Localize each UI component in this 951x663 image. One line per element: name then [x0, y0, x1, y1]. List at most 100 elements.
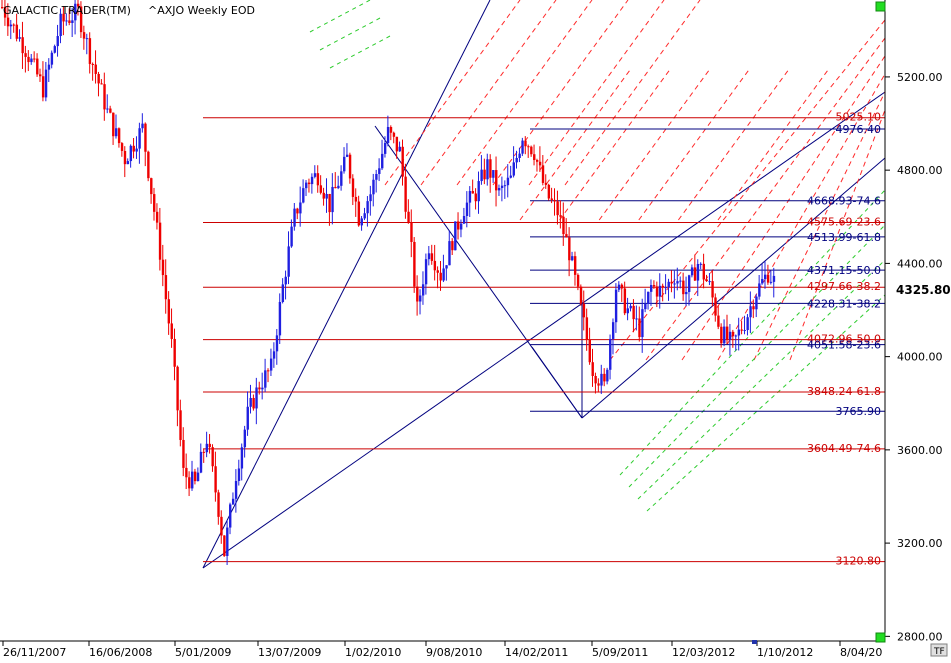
fork-red-parallel: [528, 0, 665, 186]
candle-body: [126, 161, 130, 165]
candle-body: [144, 123, 147, 152]
candle-body: [331, 186, 334, 213]
candle-body: [211, 447, 214, 467]
candle-body: [454, 221, 457, 251]
candle-body: [632, 305, 635, 320]
candle-body: [223, 535, 226, 556]
fork-red-parallel: [753, 91, 885, 361]
candle-body: [293, 208, 296, 227]
candle-body: [755, 296, 758, 310]
time-cursor-marker[interactable]: [752, 640, 757, 644]
candle-body: [147, 151, 150, 179]
candle-body: [18, 37, 21, 39]
candle-body: [369, 194, 372, 202]
candle-body: [626, 308, 629, 314]
fork-green-parallel: [646, 294, 885, 512]
candle-body: [345, 154, 349, 157]
candle-body: [50, 52, 54, 65]
candle-body: [761, 279, 764, 284]
candle-body: [433, 260, 437, 271]
y-tick-label: 3200.00: [897, 537, 943, 550]
candle-body: [252, 397, 255, 409]
candle-body: [79, 6, 83, 33]
fork-red-parallel: [717, 73, 885, 361]
candle-body: [141, 123, 144, 129]
candle-body: [623, 288, 627, 314]
candle-body: [161, 259, 165, 276]
candle-body: [749, 306, 752, 318]
fork-red-parallel: [677, 69, 789, 221]
candle-body: [381, 153, 384, 169]
candle-body: [717, 315, 720, 327]
plot-layer: [1, 0, 885, 569]
candle-body: [53, 46, 57, 53]
candle-body: [33, 58, 36, 60]
scroll-top-marker[interactable]: [875, 1, 886, 12]
candle-body: [401, 146, 404, 177]
app-title: GALACTIC TRADER(TM): [3, 4, 131, 17]
candle-body: [723, 326, 726, 344]
candle-body: [594, 375, 597, 384]
candle-body: [150, 178, 153, 195]
candle-body: [421, 284, 425, 296]
candle-body: [427, 253, 431, 260]
candle-body: [188, 477, 191, 489]
candle-body: [652, 285, 656, 287]
candle-body: [199, 451, 203, 473]
candle-body: [9, 24, 13, 27]
candle-body: [319, 185, 323, 193]
fib-level-label: 3604.49-74.6: [807, 442, 881, 455]
candle-body: [264, 370, 267, 388]
candle-body: [366, 201, 369, 214]
candle-body: [720, 326, 723, 344]
y-tick-label: 5200.00: [897, 71, 943, 84]
fib-level-label: 4575.69-23.6: [807, 215, 881, 228]
candle-body: [115, 128, 118, 137]
candle-body: [597, 383, 600, 386]
candle-body: [120, 143, 124, 151]
fork-green-parallel: [637, 259, 885, 500]
candle-body: [351, 178, 355, 197]
candle-body: [547, 184, 551, 199]
candle-body: [734, 335, 738, 337]
candle-body: [386, 126, 390, 144]
tf-button[interactable]: TF: [930, 643, 948, 657]
candle-body: [535, 160, 539, 162]
candle-body: [284, 276, 287, 285]
candle-body: [348, 154, 352, 179]
candle-body: [138, 128, 141, 149]
fib-level-label: 4228.31-38.2: [807, 297, 881, 310]
candle-body: [565, 234, 568, 238]
candle-body: [635, 318, 638, 320]
candle-body: [766, 274, 770, 283]
candle-body: [772, 275, 776, 282]
candle-body: [442, 268, 445, 281]
candle-body: [480, 169, 483, 182]
scroll-bottom-marker[interactable]: [875, 632, 886, 643]
candle-body: [658, 285, 662, 297]
candle-body: [696, 264, 700, 281]
candle-body: [439, 272, 442, 281]
candle-body: [603, 373, 606, 382]
candle-body: [763, 274, 767, 280]
pitchfork-lines: [202, 0, 885, 569]
candle-body: [77, 3, 80, 7]
candle-body: [82, 32, 86, 39]
candle-body: [275, 335, 279, 352]
candle-body: [36, 58, 39, 75]
candle-body: [360, 218, 363, 226]
candle-body: [585, 317, 589, 340]
candle-body: [541, 165, 545, 183]
candle-body: [208, 443, 211, 448]
tf-button-label: TF: [933, 647, 945, 657]
candle-body: [457, 221, 460, 230]
candle-body: [135, 148, 138, 152]
candle-body: [94, 64, 97, 74]
candle-body: [117, 128, 121, 144]
fork-red-parallel: [564, 0, 701, 186]
x-tick-label: 5/01/2009: [175, 646, 231, 659]
candle-body: [281, 284, 285, 302]
candle-body: [155, 211, 159, 223]
